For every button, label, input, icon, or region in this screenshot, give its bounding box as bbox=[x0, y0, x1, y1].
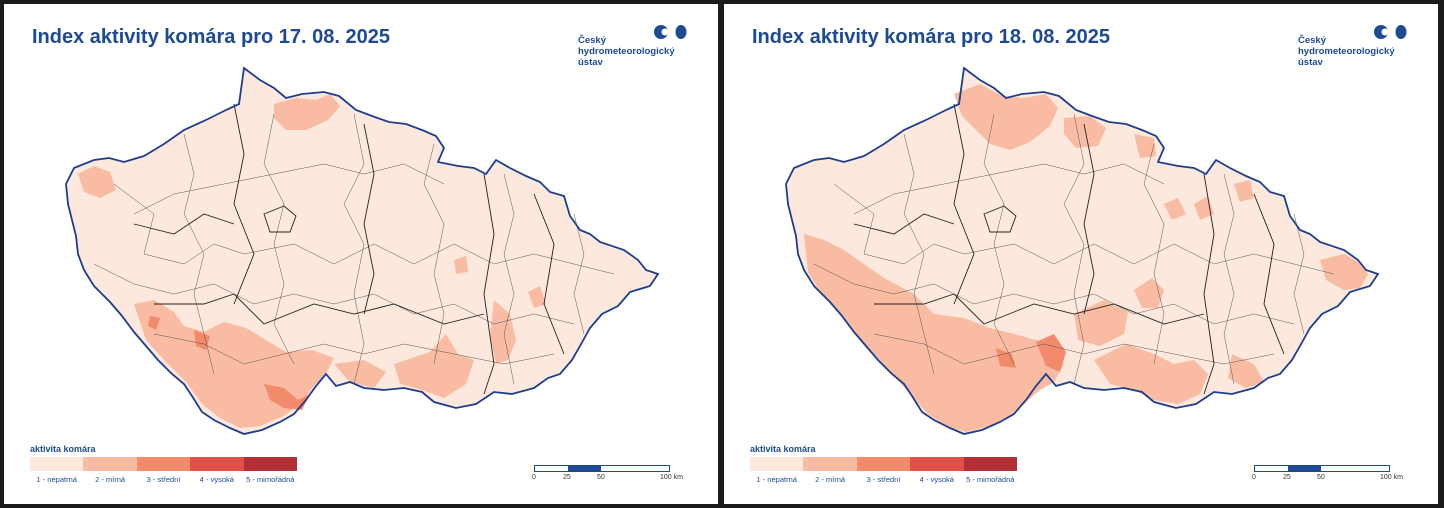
legend-swatch-5 bbox=[963, 457, 1017, 471]
activity-level-2-areas bbox=[804, 84, 1368, 432]
legend-item-2: 2 - mírná bbox=[83, 457, 137, 484]
legend-label-5: 5 - mimořádná bbox=[966, 475, 1015, 484]
legend: 1 - nepatrná 2 - mírná 3 - střední 4 - v… bbox=[30, 457, 297, 484]
legend-swatch-5 bbox=[243, 457, 297, 471]
chmi-logo-mark-icon bbox=[654, 25, 687, 39]
legend-swatch-1 bbox=[750, 457, 804, 471]
map-title: Index aktivity komára pro 18. 08. 2025 bbox=[752, 26, 1110, 48]
legend-label-2: 2 - mírná bbox=[815, 475, 846, 484]
legend-swatch-4 bbox=[910, 457, 964, 471]
scale-bar-segment bbox=[568, 466, 601, 471]
scale-tick-25: 25 bbox=[1283, 474, 1291, 481]
legend-item-4: 4 - vysoká bbox=[190, 457, 244, 484]
czech-mosquito-map bbox=[65, 66, 660, 435]
legend-label-2: 2 - mírná bbox=[95, 475, 126, 484]
country-border bbox=[65, 66, 660, 435]
scale-bar bbox=[534, 465, 670, 472]
map-panel-2025-08-18: Index aktivity komára pro 18. 08. 2025 Č… bbox=[724, 4, 1438, 504]
scale-bar bbox=[1254, 465, 1390, 472]
chmi-logo-text: Český hydrometeorologický ústav bbox=[578, 35, 675, 68]
scale-tick-100: 100 km bbox=[1380, 474, 1403, 481]
legend-item-1: 1 - nepatrná bbox=[750, 457, 804, 484]
legend-item-1: 1 - nepatrná bbox=[30, 457, 84, 484]
scale-tick-0: 0 bbox=[1252, 474, 1256, 481]
map-panel-2025-08-17: Index aktivity komára pro 17. 08. 2025 Č… bbox=[4, 4, 718, 504]
legend-swatch-3 bbox=[136, 457, 191, 471]
country-border bbox=[785, 66, 1380, 435]
czech-mosquito-map bbox=[785, 66, 1380, 435]
scale-tick-25: 25 bbox=[563, 474, 571, 481]
legend-label-3: 3 - střední bbox=[866, 475, 901, 484]
region-boundaries bbox=[133, 103, 565, 395]
legend-label-4: 4 - vysoká bbox=[919, 475, 954, 484]
scale-bar-segment bbox=[1288, 466, 1321, 471]
legend-item-4: 4 - vysoká bbox=[910, 457, 964, 484]
map-title: Index aktivity komára pro 17. 08. 2025 bbox=[32, 26, 390, 48]
chmi-logo-text: Český hydrometeorologický ústav bbox=[1298, 35, 1395, 68]
district-boundaries bbox=[813, 113, 1335, 385]
scale-tick-50: 50 bbox=[597, 474, 605, 481]
legend-item-5: 5 - mimořádná bbox=[243, 457, 297, 484]
legend-item-5: 5 - mimořádná bbox=[963, 457, 1017, 484]
scale-tick-50: 50 bbox=[1317, 474, 1325, 481]
scale-tick-0: 0 bbox=[532, 474, 536, 481]
district-boundaries bbox=[93, 113, 615, 385]
legend-swatch-2 bbox=[803, 457, 857, 471]
chmi-logo-mark-icon bbox=[1374, 25, 1407, 39]
legend-item-3: 3 - střední bbox=[136, 457, 191, 484]
legend-label-1: 1 - nepatrná bbox=[756, 475, 797, 484]
legend-swatch-2 bbox=[83, 457, 137, 471]
legend-label-4: 4 - vysoká bbox=[199, 475, 234, 484]
scale-tick-100: 100 km bbox=[660, 474, 683, 481]
legend-label-5: 5 - mimořádná bbox=[246, 475, 295, 484]
legend-title: aktivita komára bbox=[750, 444, 816, 454]
legend-label-1: 1 - nepatrná bbox=[36, 475, 77, 484]
legend-item-3: 3 - střední bbox=[856, 457, 911, 484]
legend-swatch-3 bbox=[856, 457, 911, 471]
legend-item-2: 2 - mírná bbox=[803, 457, 857, 484]
legend: 1 - nepatrná 2 - mírná 3 - střední 4 - v… bbox=[750, 457, 1017, 484]
legend-swatch-4 bbox=[190, 457, 244, 471]
legend-label-3: 3 - střední bbox=[146, 475, 181, 484]
region-boundaries bbox=[853, 103, 1285, 395]
legend-title: aktivita komára bbox=[30, 444, 96, 454]
legend-swatch-1 bbox=[30, 457, 84, 471]
activity-level-3-areas bbox=[996, 334, 1066, 372]
